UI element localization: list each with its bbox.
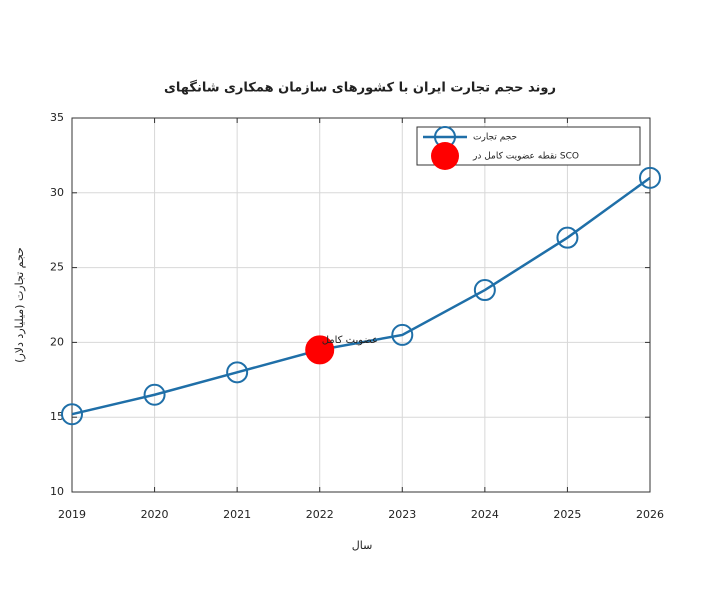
series-line	[71, 176, 651, 416]
marker	[556, 226, 579, 249]
marker	[61, 403, 83, 426]
x-tick-label: 2024	[471, 508, 499, 521]
legend-label: حجم تجارت	[473, 133, 517, 143]
x-tick-label: 2020	[141, 508, 169, 521]
highlight-point	[305, 335, 335, 365]
x-tick-label: 2021	[223, 508, 251, 521]
x-axis-label: سال	[352, 539, 373, 552]
plot-area	[72, 118, 650, 492]
y-tick-label: 25	[50, 261, 64, 274]
marker	[226, 361, 249, 384]
legend-label: نقطه عضویت کامل در SCO	[472, 152, 579, 162]
y-tick-label: 10	[50, 485, 64, 498]
marker	[391, 323, 414, 346]
annotation: عضویت کامل	[322, 335, 378, 346]
y-axis-label: حجم تجارت (میلیارد دلار)	[13, 247, 26, 363]
marker	[143, 383, 166, 406]
marker	[473, 279, 496, 302]
x-tick-label: 2026	[636, 508, 664, 521]
plot-frame	[71, 117, 651, 493]
y-tick-label: 35	[50, 111, 64, 124]
x-tick-label: 2022	[306, 508, 334, 521]
x-tick-label: 2019	[58, 508, 86, 521]
y-tick-label: 30	[50, 186, 64, 199]
chart-title: روند حجم تجارت ایران با کشورهای سازمان ه…	[164, 80, 556, 96]
marker	[639, 166, 661, 189]
x-tick-label: 2025	[553, 508, 581, 521]
legend-marker	[431, 142, 459, 170]
y-tick-label: 15	[50, 410, 64, 423]
y-tick-label: 20	[50, 335, 64, 348]
x-tick-label: 2023	[388, 508, 416, 521]
